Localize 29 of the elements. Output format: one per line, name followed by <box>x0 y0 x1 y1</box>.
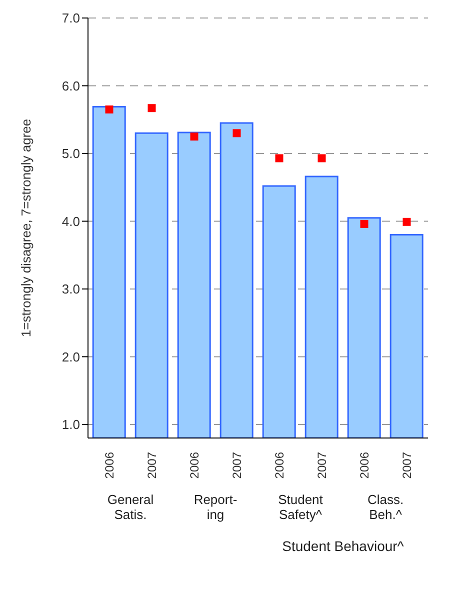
y-axis-title: 1=strongly disagree, 7=strongly agree <box>18 118 34 338</box>
point <box>402 218 411 226</box>
point <box>360 220 368 228</box>
text: Class. Beh.^ <box>366 492 405 522</box>
x-tick-label: 2006 <box>102 452 116 479</box>
x-tick-label: 2007 <box>314 452 329 479</box>
x-tick-label: 2007 <box>400 452 414 479</box>
x-tick-label: 2006 <box>272 452 286 479</box>
text: General Satis. <box>107 492 154 522</box>
text: Student Safety^ <box>277 492 324 522</box>
point <box>105 105 114 114</box>
x-tick-label: 2006 <box>187 452 202 479</box>
point <box>232 129 241 138</box>
point <box>148 104 156 112</box>
x-tick-label: 2007 <box>144 452 159 479</box>
text: Student Behaviour^ <box>281 538 405 554</box>
y-tick-label: 1.0 <box>62 417 80 432</box>
point <box>275 154 284 162</box>
point <box>190 132 198 141</box>
y-tick-label: 3.0 <box>62 282 80 297</box>
y-tick-label: 7.0 <box>62 10 80 26</box>
point <box>318 154 326 162</box>
y-tick-label: 2.0 <box>62 349 80 364</box>
x-tick-label: 2007 <box>230 452 244 479</box>
text: Report-ing <box>192 492 238 522</box>
y-tick-label: 6.0 <box>62 78 80 94</box>
y-tick-label: 5.0 <box>62 146 80 162</box>
y-tick-label: 4.0 <box>62 214 80 229</box>
x-tick-label: 2006 <box>357 452 372 479</box>
